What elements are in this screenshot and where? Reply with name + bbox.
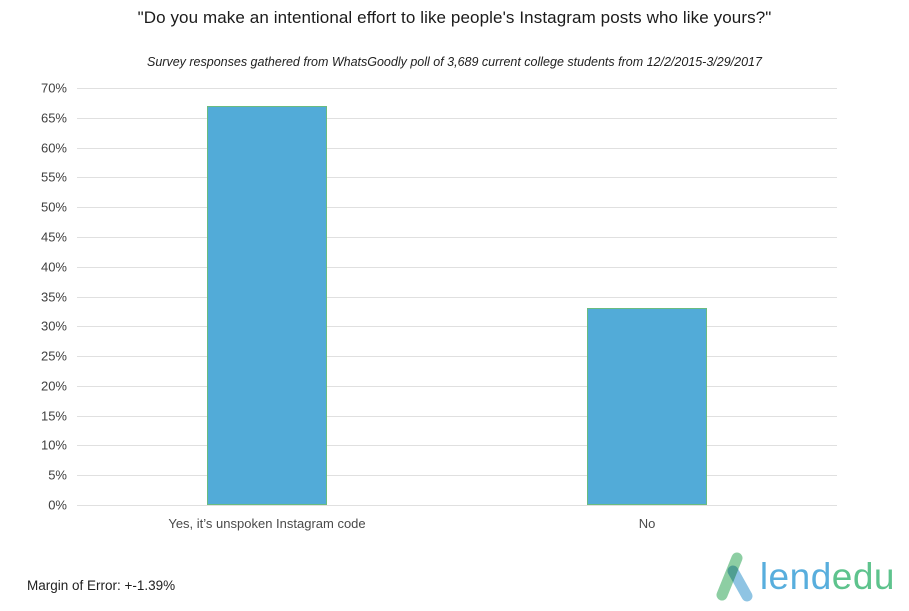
gridline	[77, 356, 837, 358]
y-axis-tick-label: 10%	[40, 437, 67, 453]
chart-title: "Do you make an intentional effort to li…	[137, 8, 772, 27]
gridline	[77, 266, 837, 268]
bar-yes	[207, 105, 327, 505]
y-axis-tick-label: 60%	[40, 140, 67, 156]
gridline	[77, 207, 837, 209]
gridline	[77, 505, 837, 506]
gridline	[77, 236, 837, 238]
logo-text-lend: lend	[759, 556, 832, 597]
y-axis-tick-label: 70%	[40, 80, 67, 96]
lendedu-logo-icon	[716, 552, 753, 602]
y-axis-tick-label: 35%	[40, 289, 67, 304]
gridline	[77, 385, 837, 387]
lendedu-logo: lendedu	[712, 550, 895, 604]
gridline	[77, 117, 837, 119]
logo-text-e: e	[831, 556, 853, 597]
y-axis-tick-label: 50%	[40, 199, 67, 215]
plot-area: 0% 5% 10% 15% 20% 25% 30% 35% 40% 45% 50% 55% 60% 65%…	[41, 81, 837, 531]
gridline	[77, 326, 837, 328]
y-axis-tick-label: 15%	[40, 408, 67, 424]
y-axis-tick-label: 25%	[40, 348, 67, 364]
gridline	[77, 147, 837, 149]
y-axis-tick-label: 30%	[40, 318, 67, 334]
y-axis-tick-label: 0%	[48, 497, 67, 513]
gridline	[77, 177, 837, 179]
margin-of-error-note: Margin of Error: +-1.39%	[27, 578, 176, 593]
lendedu-logo-text: lendedu	[760, 550, 895, 604]
x-axis-label: Yes, it’s unspoken Instagram code	[168, 516, 366, 531]
gridline	[77, 475, 837, 477]
y-axis-tick-label: 20%	[40, 378, 67, 394]
y-axis-tick-label: 55%	[40, 169, 67, 185]
gridline	[77, 88, 837, 89]
chart-subtitle: Survey responses gathered from WhatsGood…	[147, 55, 762, 69]
y-axis-tick-label: 65%	[40, 110, 67, 126]
gridline	[77, 415, 837, 417]
bar-no	[587, 308, 707, 505]
gridline	[77, 445, 837, 447]
x-axis-label: No	[638, 516, 656, 531]
y-axis-tick-label: 40%	[40, 259, 67, 275]
y-axis-tick-label: 45%	[40, 229, 67, 245]
y-axis-tick-label: 5%	[48, 467, 67, 483]
gridline	[77, 296, 837, 298]
logo-text-du: du	[852, 556, 895, 597]
